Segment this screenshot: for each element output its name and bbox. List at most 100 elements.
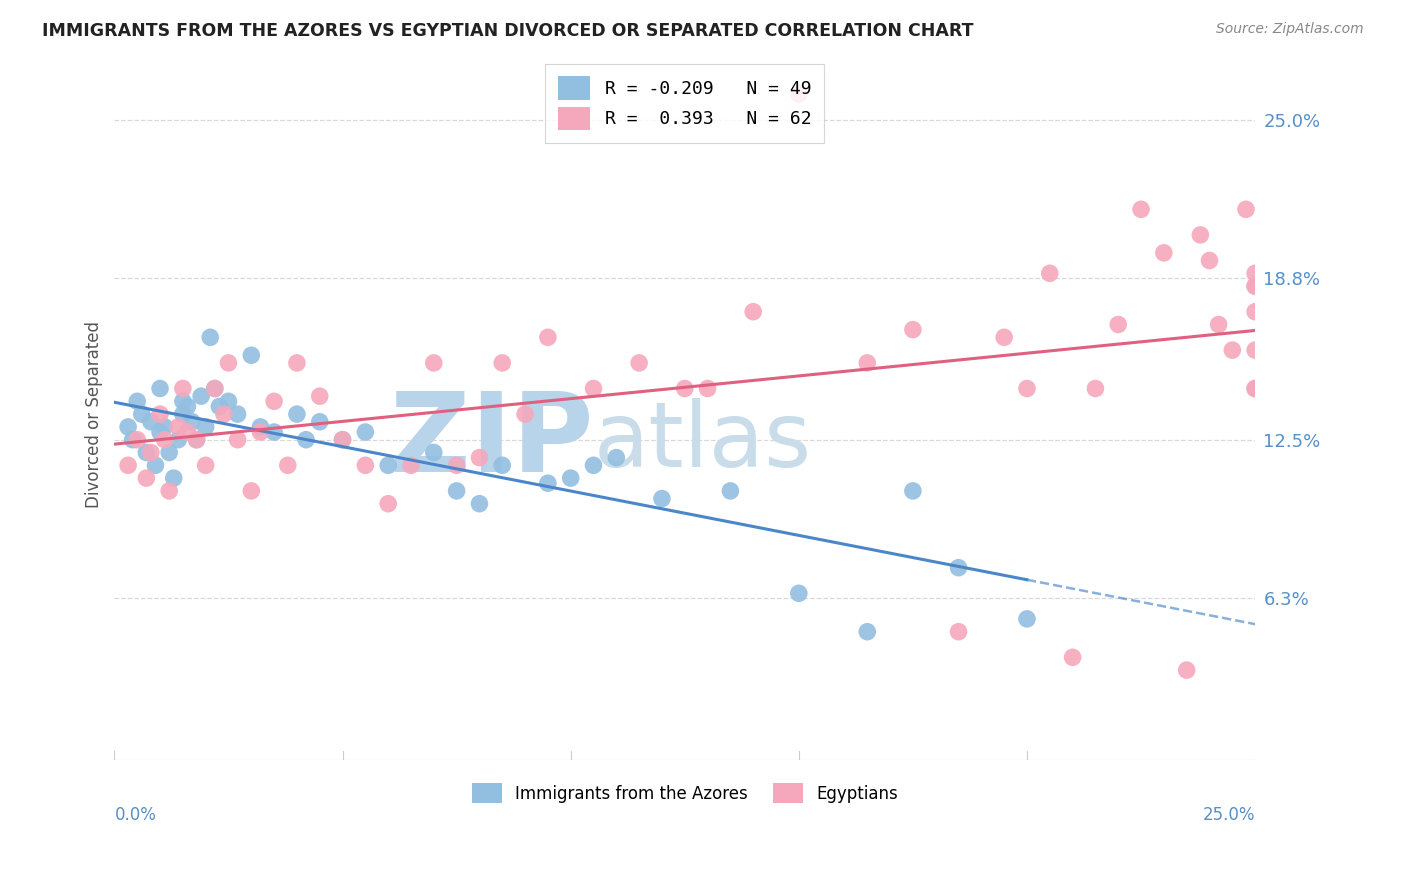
Point	[1015, 612, 1038, 626]
Point	[277, 458, 299, 473]
Point	[249, 420, 271, 434]
Point	[560, 471, 582, 485]
Point	[1244, 279, 1267, 293]
Y-axis label: Divorced or Separated: Divorced or Separated	[86, 320, 103, 508]
Point	[1244, 343, 1267, 357]
Point	[1198, 253, 1220, 268]
Point	[308, 415, 330, 429]
Point	[157, 483, 180, 498]
Point	[308, 389, 330, 403]
Point	[423, 445, 446, 459]
Point	[208, 400, 231, 414]
Point	[948, 560, 970, 574]
Point	[145, 458, 167, 473]
Point	[139, 445, 162, 459]
Point	[1153, 245, 1175, 260]
Point	[696, 382, 718, 396]
Point	[901, 323, 924, 337]
Point	[377, 458, 399, 473]
Point	[993, 330, 1015, 344]
Point	[212, 407, 235, 421]
Point	[1015, 382, 1038, 396]
Point	[127, 433, 149, 447]
Point	[446, 483, 468, 498]
Point	[1130, 202, 1153, 217]
Point	[742, 304, 765, 318]
Point	[149, 425, 172, 439]
Point	[537, 476, 560, 491]
Text: atlas: atlas	[593, 398, 811, 486]
Point	[446, 458, 468, 473]
Point	[117, 458, 139, 473]
Point	[1244, 266, 1267, 280]
Point	[491, 458, 513, 473]
Point	[1189, 227, 1212, 242]
Point	[1244, 382, 1267, 396]
Point	[135, 445, 157, 459]
Point	[354, 425, 377, 439]
Point	[194, 458, 217, 473]
Point	[787, 87, 810, 102]
Point	[157, 445, 180, 459]
Text: 0.0%: 0.0%	[114, 805, 156, 824]
Point	[948, 624, 970, 639]
Point	[204, 382, 226, 396]
Point	[332, 433, 354, 447]
Point	[468, 497, 491, 511]
Point	[131, 407, 153, 421]
Point	[263, 394, 285, 409]
Point	[582, 382, 605, 396]
Point	[332, 433, 354, 447]
Point	[186, 433, 208, 447]
Point	[181, 415, 204, 429]
Point	[167, 433, 190, 447]
Point	[354, 458, 377, 473]
Point	[856, 624, 879, 639]
Point	[149, 382, 172, 396]
Point	[249, 425, 271, 439]
Point	[787, 586, 810, 600]
Point	[176, 400, 198, 414]
Point	[226, 407, 249, 421]
Point	[1234, 202, 1257, 217]
Point	[468, 450, 491, 465]
Point	[285, 356, 308, 370]
Point	[399, 458, 422, 473]
Point	[1175, 663, 1198, 677]
Point	[176, 425, 198, 439]
Point	[194, 420, 217, 434]
Point	[226, 433, 249, 447]
Point	[117, 420, 139, 434]
Point	[901, 483, 924, 498]
Point	[1244, 382, 1267, 396]
Point	[423, 356, 446, 370]
Point	[513, 407, 536, 421]
Point	[1039, 266, 1062, 280]
Point	[139, 415, 162, 429]
Point	[172, 394, 194, 409]
Point	[582, 458, 605, 473]
Point	[1244, 304, 1267, 318]
Point	[1220, 343, 1243, 357]
Point	[153, 433, 176, 447]
Text: Source: ZipAtlas.com: Source: ZipAtlas.com	[1216, 22, 1364, 37]
Point	[856, 356, 879, 370]
Point	[1107, 318, 1129, 332]
Point	[651, 491, 673, 506]
Point	[537, 330, 560, 344]
Point	[172, 407, 194, 421]
Point	[167, 420, 190, 434]
Point	[121, 433, 143, 447]
Point	[190, 389, 212, 403]
Point	[153, 420, 176, 434]
Point	[491, 356, 513, 370]
Point	[263, 425, 285, 439]
Point	[127, 394, 149, 409]
Point	[285, 407, 308, 421]
Point	[204, 382, 226, 396]
Point	[240, 483, 263, 498]
Point	[218, 356, 240, 370]
Text: 25.0%: 25.0%	[1202, 805, 1256, 824]
Point	[605, 450, 627, 465]
Text: IMMIGRANTS FROM THE AZORES VS EGYPTIAN DIVORCED OR SEPARATED CORRELATION CHART: IMMIGRANTS FROM THE AZORES VS EGYPTIAN D…	[42, 22, 974, 40]
